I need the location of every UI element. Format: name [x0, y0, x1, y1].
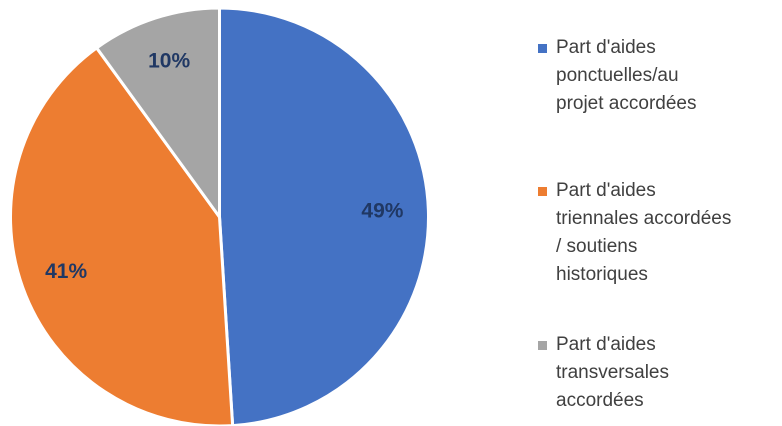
- legend-swatch: [538, 341, 547, 350]
- data-label: 49%: [361, 199, 403, 222]
- data-label: 10%: [148, 50, 190, 73]
- legend-label: Part d'aides triennales accordées / sout…: [556, 180, 732, 285]
- pie-slice: [9, 45, 235, 426]
- legend-label: Part d'aides ponctuelles/au projet accor…: [556, 37, 697, 114]
- legend-swatch: [538, 187, 547, 196]
- legend-swatch: [538, 44, 547, 53]
- data-label: 41%: [45, 260, 87, 283]
- pie-slice: [218, 6, 430, 426]
- legend-label: Part d'aides transversales accordées: [556, 334, 669, 411]
- pie-slice: [94, 6, 221, 222]
